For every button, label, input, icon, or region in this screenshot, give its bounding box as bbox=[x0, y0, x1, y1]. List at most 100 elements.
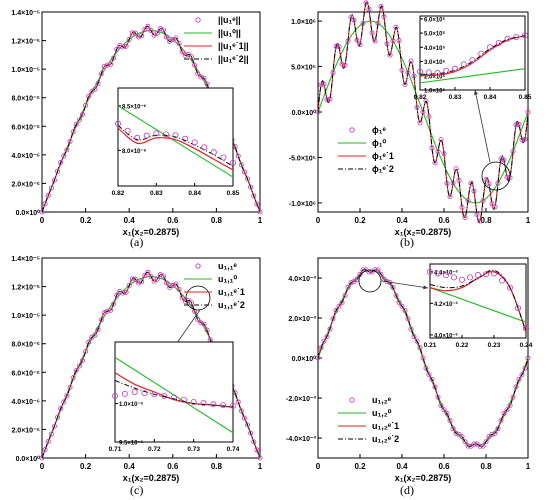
inset-point-eps bbox=[134, 134, 141, 141]
series-point-eps bbox=[504, 407, 510, 413]
series-point-eps bbox=[238, 408, 244, 414]
legend-label: u₁,₂ᵉ bbox=[372, 395, 392, 405]
panel-b: 0 0.2 0.4 0.6 0.8 1 -1.0×10⁶ -5.0×10⁵ 0.0×10⁰ 5.0… bbox=[289, 0, 532, 237]
series-point-eps bbox=[510, 394, 516, 400]
inset-x-tick-label: 0.24 bbox=[520, 342, 533, 349]
series-point-eps bbox=[248, 184, 254, 190]
series-point-eps bbox=[405, 70, 411, 76]
series-point-eps bbox=[139, 279, 145, 285]
series-point-eps bbox=[480, 443, 486, 449]
series-point-eps bbox=[126, 282, 132, 288]
y-tick-label: 1.4×10⁻⁵ bbox=[11, 10, 40, 17]
series-point-eps bbox=[465, 198, 471, 204]
series-point-eps bbox=[245, 176, 251, 182]
x-tick-label: 0.2 bbox=[80, 462, 92, 471]
series-point-eps bbox=[120, 44, 126, 50]
x-tick-label: 0 bbox=[316, 462, 321, 471]
y-tick-label: 2.0×10⁻⁶ bbox=[11, 427, 40, 434]
series-point-eps bbox=[148, 274, 154, 280]
series-point-eps bbox=[136, 280, 142, 286]
series-point-eps bbox=[417, 120, 423, 126]
axes-frame bbox=[41, 257, 261, 459]
series-point-eps bbox=[192, 62, 198, 68]
legend-marker-eps bbox=[195, 17, 201, 23]
x-tick-label: 1 bbox=[526, 216, 531, 225]
inset-point-eps bbox=[458, 276, 465, 283]
y-tick-label: 0.0×10⁰ bbox=[16, 455, 41, 463]
inset-x-tick-label: 0.83 bbox=[150, 190, 163, 197]
series-point-eps bbox=[498, 156, 504, 162]
inset-point-eps bbox=[450, 274, 457, 281]
inset-point-eps bbox=[498, 277, 505, 284]
series-point-eps bbox=[198, 320, 204, 326]
series-point-eps bbox=[345, 38, 351, 44]
y-tick-label: 8.0×10⁻⁶ bbox=[11, 96, 40, 103]
inset-c: 0.71 0.72 0.73 0.74 9.5×10⁻⁶ 1.0×10⁻⁵ bbox=[109, 341, 240, 453]
series-point-eps bbox=[154, 30, 160, 36]
inset-point-eps bbox=[229, 402, 236, 409]
x-tick-label: 0.4 bbox=[124, 216, 136, 225]
series-point-eps bbox=[235, 399, 241, 405]
series-point-eps bbox=[390, 284, 396, 290]
inset-point-eps bbox=[522, 32, 529, 39]
inset-point-eps bbox=[425, 69, 432, 76]
inset-y-tick-label: 1.0×10⁵ bbox=[424, 89, 446, 95]
series-point-eps bbox=[101, 64, 107, 70]
legend-label: ϕ₁⁰ bbox=[372, 138, 386, 148]
inset-point-eps bbox=[506, 284, 513, 291]
zoom-circle bbox=[481, 161, 511, 191]
series-point-eps bbox=[173, 35, 179, 41]
series-point-eps bbox=[459, 434, 465, 440]
series-point-eps bbox=[354, 37, 360, 43]
inset-x-tick-label: 0.83 bbox=[449, 94, 462, 101]
series-point-eps bbox=[516, 377, 522, 383]
series-point-eps bbox=[245, 422, 251, 428]
legend-label: ϕ₁ᵉ˙1 bbox=[372, 151, 394, 161]
series-point-eps bbox=[101, 310, 107, 316]
inset-y-tick-label: 1.0×10⁻⁵ bbox=[119, 402, 144, 408]
y-tick-label: 4.0×10⁻⁶ bbox=[11, 153, 40, 160]
series-point-eps bbox=[495, 180, 501, 186]
series-point-eps bbox=[411, 73, 417, 79]
legend-label: ||u₁ᵉ˙2|| bbox=[218, 54, 249, 64]
series-point-eps bbox=[414, 338, 420, 344]
series-point-eps bbox=[73, 367, 79, 373]
series-point-eps bbox=[51, 423, 57, 429]
series-point-eps bbox=[387, 52, 393, 58]
caption-d: (d) bbox=[400, 483, 414, 497]
series-point-eps bbox=[98, 71, 104, 77]
series-point-eps bbox=[420, 355, 426, 361]
inset-x-tick-label: 0.21 bbox=[424, 342, 437, 349]
legend-label: ||u₁ᵉ|| bbox=[218, 15, 241, 25]
inset-point-eps bbox=[112, 392, 119, 399]
y-tick-label: 1.2×10⁻⁵ bbox=[11, 285, 40, 292]
series-point-eps bbox=[339, 299, 345, 305]
inset-x-tick-label: 0.71 bbox=[109, 446, 122, 453]
series-point-eps bbox=[241, 415, 247, 421]
series-point-eps bbox=[348, 14, 354, 20]
series-point-eps bbox=[336, 44, 342, 50]
series-point-eps bbox=[126, 36, 132, 42]
series-point-eps bbox=[185, 52, 191, 58]
series-point-eps bbox=[139, 33, 145, 39]
y-tick-label: 4.0×10⁻⁶ bbox=[11, 399, 40, 406]
series-point-eps bbox=[402, 81, 408, 87]
series-point-eps bbox=[510, 148, 516, 154]
legend-marker-eps bbox=[349, 127, 355, 133]
inset-y-tick-label: 8.0×10⁻⁶ bbox=[122, 149, 147, 155]
inset-frame bbox=[429, 263, 527, 339]
inset-line-two bbox=[429, 269, 527, 332]
legend-label: u₁,₂⁰ bbox=[372, 408, 392, 418]
series-point-eps bbox=[173, 281, 179, 287]
series-point-eps bbox=[160, 27, 166, 33]
series-point-eps bbox=[513, 122, 519, 128]
series-point-eps bbox=[396, 37, 402, 43]
series-point-eps bbox=[45, 193, 51, 199]
panel-a: 0 0.2 0.4 0.6 0.8 1 0.0×10⁰ 2.0×10⁻⁶ 4.0×10⁻⁶ 6.0… bbox=[11, 10, 262, 237]
legend-marker-eps bbox=[195, 263, 201, 269]
series-point-eps bbox=[432, 160, 438, 166]
series-point-eps bbox=[129, 276, 135, 282]
series-point-eps bbox=[471, 188, 477, 194]
series-point-eps bbox=[444, 411, 450, 417]
